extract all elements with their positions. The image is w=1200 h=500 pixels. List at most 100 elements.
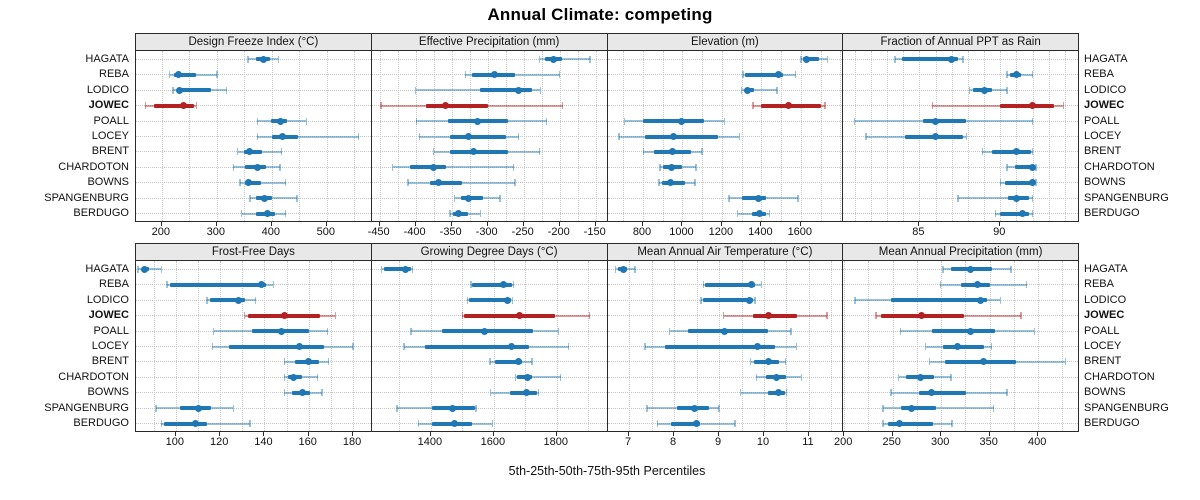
whisker-cap-high: [545, 117, 548, 125]
iqr-bar: [752, 313, 797, 318]
x-tick-label: -150: [583, 226, 606, 238]
x-tick-label: 180: [342, 436, 362, 448]
whisker-cap-low: [249, 194, 251, 202]
whisker-cap-low: [380, 265, 383, 273]
median-dot: [442, 102, 450, 110]
iqr-bar: [495, 359, 523, 364]
median-dot: [298, 389, 306, 397]
station-label-right: LOCEY: [1084, 340, 1122, 352]
x-gridline: [299, 51, 301, 221]
x-gridline: [556, 261, 558, 431]
median-dot: [455, 210, 463, 218]
x-gridline: [415, 51, 417, 221]
whisker-cap-low: [994, 210, 997, 218]
x-gridline: [397, 51, 399, 221]
x-tick-label: 300: [206, 226, 225, 238]
whisker-cap-low: [243, 312, 246, 320]
row-gridline: [607, 376, 843, 378]
x-gridline: [220, 261, 222, 431]
whisker-cap-high: [634, 265, 636, 273]
whisker-range: [257, 135, 359, 138]
whisker-cap-high: [990, 343, 993, 350]
whisker-cap-low: [166, 281, 168, 289]
x-gridline: [189, 51, 191, 221]
whisker-cap-low: [728, 194, 730, 202]
station-label-left: BOWNS: [87, 176, 129, 189]
x-tick-label: 400: [261, 226, 280, 238]
iqr-bar: [154, 103, 194, 108]
row-gridline: [136, 361, 371, 363]
x-gridline: [216, 51, 218, 221]
median-dot: [279, 133, 287, 140]
whisker-cap-low: [168, 71, 171, 79]
whisker-cap-high: [1006, 86, 1008, 94]
x-gridline: [577, 51, 579, 221]
x-gridline: [330, 261, 332, 431]
x-gridline: [721, 51, 723, 221]
median-dot: [668, 163, 676, 171]
median-dot: [1029, 163, 1037, 171]
x-gridline: [541, 51, 543, 221]
x-axis: 200 250 300 350 400: [834, 432, 1079, 452]
whisker-cap-low: [865, 133, 867, 140]
station-label-left: REBA: [99, 68, 129, 81]
row-gridline: [843, 197, 1078, 199]
iqr-bar: [424, 344, 530, 349]
whisker-cap-low: [656, 420, 659, 428]
station-label-right: POALL: [1084, 114, 1120, 127]
whisker-cap-high: [588, 312, 591, 320]
whisker-cap-high: [296, 194, 298, 202]
iqr-bar: [890, 298, 987, 303]
iqr-bar: [464, 313, 556, 318]
median-dot: [490, 71, 498, 79]
x-gridline: [198, 261, 199, 431]
median-dot: [1029, 179, 1037, 187]
whisker-cap-low: [700, 296, 702, 304]
median-dot: [980, 86, 988, 94]
x-tick: [720, 222, 722, 226]
panel-header: Frost-Free Days: [135, 243, 372, 261]
x-gridline: [854, 51, 856, 221]
whisker-cap-low: [882, 420, 884, 428]
whisker-cap-low: [740, 86, 743, 94]
median-dot: [932, 133, 940, 140]
row-gridline: [607, 166, 843, 168]
row-gridline: [136, 268, 371, 270]
median-dot: [289, 373, 297, 381]
x-gridline: [1048, 51, 1050, 221]
median-dot: [1019, 210, 1027, 218]
whisker-cap-high: [1031, 194, 1034, 202]
median-dot: [693, 420, 701, 428]
median-dot: [973, 281, 981, 289]
whisker-cap-high: [776, 86, 778, 94]
median-dot: [948, 55, 956, 63]
station-label-left: BOWNS: [87, 386, 129, 399]
row-gridline: [843, 105, 1078, 107]
x-tick-label: 1200: [708, 226, 734, 238]
x-tick-label: 500: [316, 226, 335, 238]
row-gridline: [136, 392, 371, 394]
x-tick: [718, 432, 720, 436]
whisker-cap-high: [232, 404, 235, 412]
station-label-left: POALL: [93, 324, 129, 337]
median-dot: [932, 117, 940, 125]
x-tick-label: -450: [367, 226, 390, 238]
whisker-cap-low: [614, 265, 617, 273]
whisker-cap-high: [754, 296, 756, 304]
x-gridline: [892, 261, 894, 431]
whisker-cap-low: [283, 373, 286, 381]
panel-plot: [606, 260, 844, 432]
row-gridline: [136, 407, 371, 409]
median-dot: [524, 373, 532, 381]
panel-1: Effective Precipitation (mm) -450 -400 -350…: [368, 33, 608, 242]
x-gridline: [800, 51, 802, 221]
whisker-cap-high: [559, 373, 562, 381]
iqr-bar: [409, 165, 446, 170]
iqr-bar: [943, 344, 984, 349]
x-tick-label: 100: [165, 436, 185, 448]
x-tick: [760, 222, 762, 226]
row-gridline: [843, 89, 1078, 91]
median-dot: [276, 117, 284, 125]
x-gridline: [941, 261, 943, 431]
median-dot: [802, 55, 810, 63]
